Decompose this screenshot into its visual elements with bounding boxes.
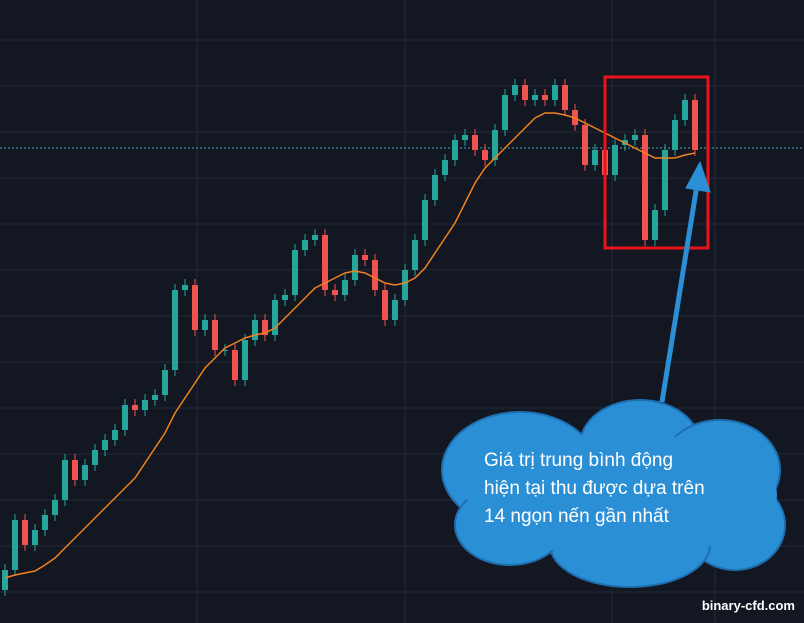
annotation-line: hiện tại thu được dựa trên xyxy=(484,478,705,499)
candle-body xyxy=(162,370,168,395)
candle-body xyxy=(632,135,638,140)
candle-body xyxy=(532,95,538,100)
highlight-box xyxy=(603,75,710,250)
candle-body xyxy=(492,130,498,160)
candle-body xyxy=(92,450,98,465)
plot xyxy=(2,79,698,596)
candle-body xyxy=(452,140,458,160)
candle-body xyxy=(32,530,38,545)
arrow xyxy=(659,160,711,403)
candle-body xyxy=(232,350,238,380)
candle-body xyxy=(422,200,428,240)
candle-body xyxy=(442,160,448,175)
candle-body xyxy=(472,135,478,150)
candle-body xyxy=(72,460,78,480)
candle-body xyxy=(252,320,258,340)
candle-body xyxy=(152,395,158,400)
candle-body xyxy=(242,340,248,380)
candle-body xyxy=(322,235,328,290)
candle-body xyxy=(22,520,28,545)
candle-body xyxy=(302,240,308,250)
candle-body xyxy=(272,300,278,335)
candle-body xyxy=(362,255,368,260)
candle-body xyxy=(642,135,648,240)
candle-body xyxy=(102,440,108,450)
candle-body xyxy=(262,320,268,335)
candle-body xyxy=(462,135,468,140)
candle-body xyxy=(482,150,488,160)
candle-body xyxy=(612,145,618,175)
cloud-core xyxy=(467,433,777,557)
arrow-head xyxy=(685,160,711,193)
candle-body xyxy=(12,520,18,570)
candle-body xyxy=(522,85,528,100)
candle-body xyxy=(412,240,418,270)
candle-body xyxy=(682,100,688,120)
candle-body xyxy=(392,300,398,320)
candle-body xyxy=(342,280,348,295)
candle-body xyxy=(552,85,558,100)
candle-body xyxy=(52,500,58,515)
candle-body xyxy=(202,320,208,330)
arrow-shaft xyxy=(659,184,700,403)
moving-average xyxy=(4,112,696,579)
candle-body xyxy=(402,270,408,300)
candle-body xyxy=(132,405,138,410)
candle-body xyxy=(192,285,198,330)
candle-body xyxy=(142,400,148,410)
candle-body xyxy=(512,85,518,95)
candle-body xyxy=(382,290,388,320)
candle-body xyxy=(292,250,298,295)
candle-body xyxy=(582,125,588,165)
candle-body xyxy=(172,290,178,370)
candle-body xyxy=(692,100,698,150)
watermark: binary-cfd.com xyxy=(702,598,795,613)
candle-body xyxy=(652,210,658,240)
candle-body xyxy=(82,465,88,480)
candle-body xyxy=(112,430,118,440)
candle-body xyxy=(432,175,438,200)
candle-body xyxy=(562,85,568,110)
candle-body xyxy=(502,95,508,130)
candle-body xyxy=(662,150,668,210)
candle-body xyxy=(2,570,8,590)
candle-body xyxy=(672,120,678,150)
candle-body xyxy=(182,285,188,290)
candle-body xyxy=(542,95,548,100)
candle-body xyxy=(62,460,68,500)
annotation-line: Giá trị trung bình động xyxy=(484,450,673,471)
candle-body xyxy=(592,150,598,165)
candle-body xyxy=(282,295,288,300)
candle-body xyxy=(212,320,218,350)
candle-body xyxy=(332,290,338,295)
candle-body xyxy=(42,515,48,530)
candle-body xyxy=(312,235,318,240)
candle-body xyxy=(122,405,128,430)
annotation-line: 14 ngọn nến gần nhất xyxy=(484,506,670,527)
candle-body xyxy=(372,260,378,290)
candle-body xyxy=(222,350,228,351)
candle-body xyxy=(352,255,358,280)
